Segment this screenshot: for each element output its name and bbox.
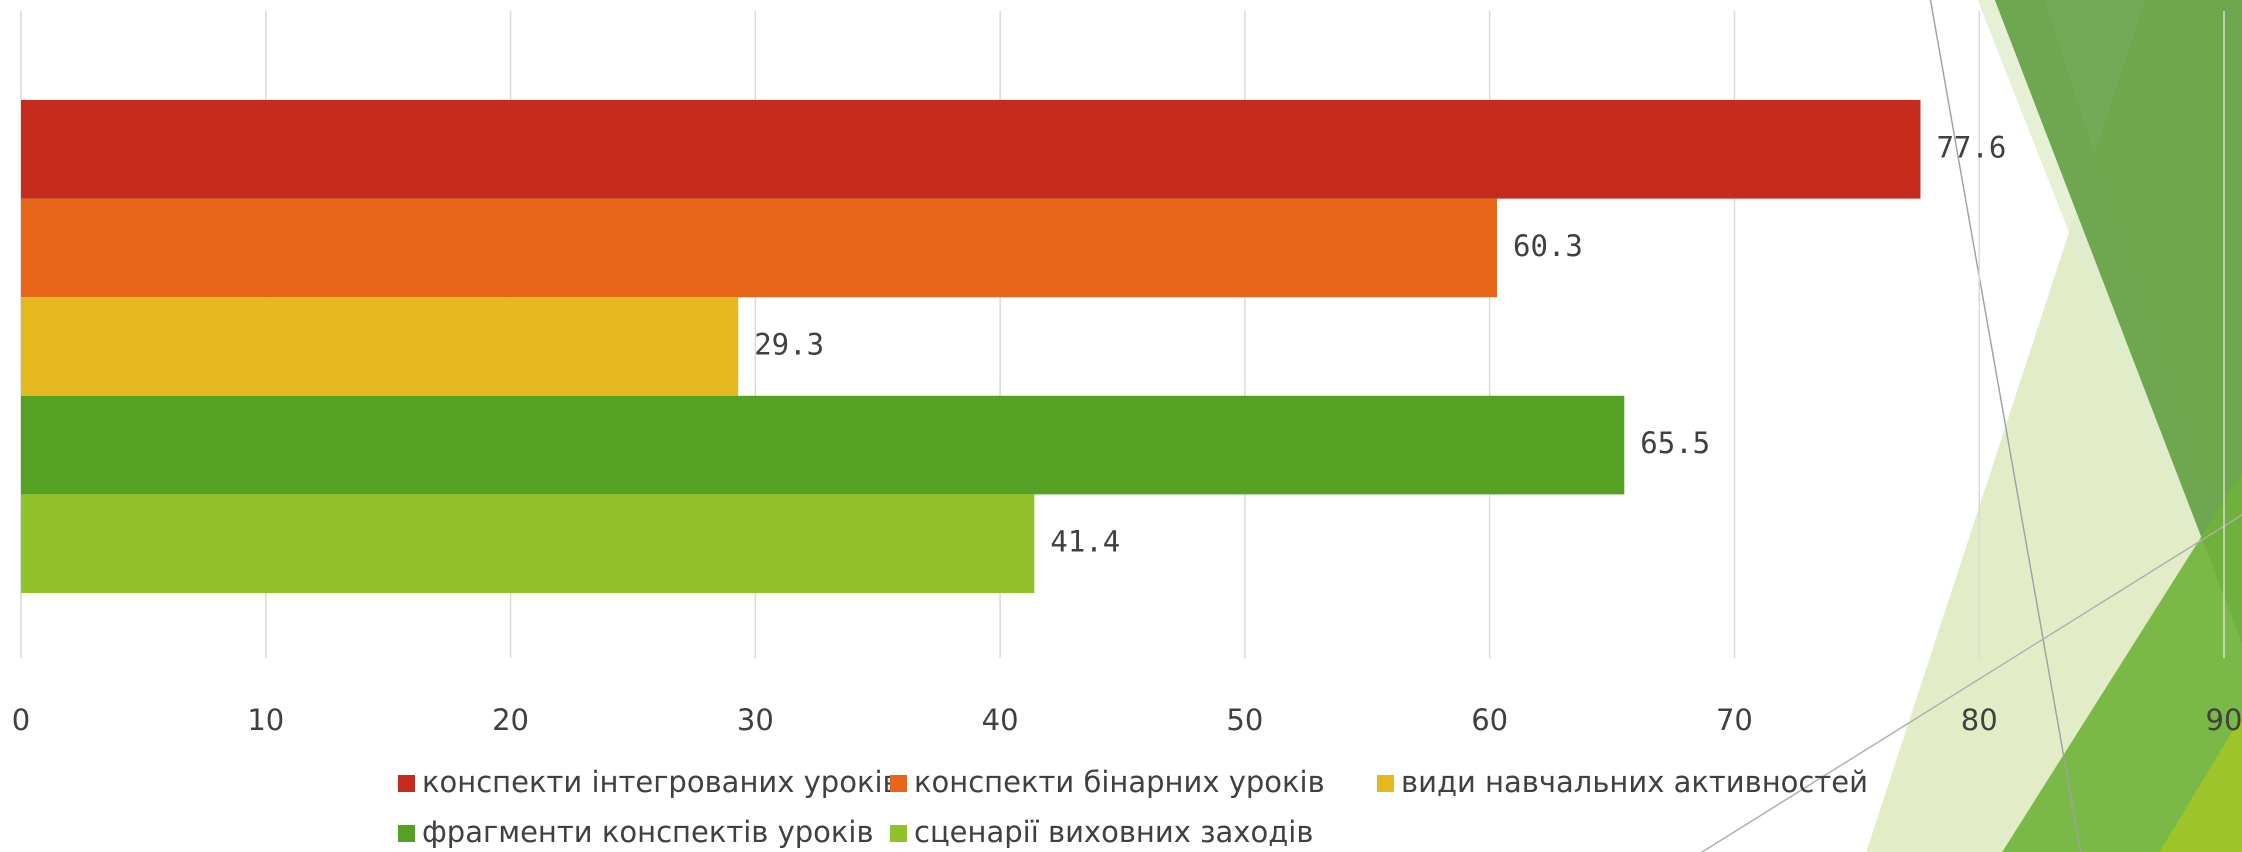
x-tick-label: 0 [12,703,30,737]
x-tick-label: 50 [1226,703,1263,737]
legend-label: фрагменти конспектів уроків [422,815,874,849]
x-tick-label: 80 [1961,703,1998,737]
legend-swatch [398,825,415,842]
value-label: 29.3 [754,328,824,362]
x-tick-label: 70 [1716,703,1753,737]
legend-label: конспекти інтегрованих уроків [422,765,900,799]
bar [21,100,1920,199]
legend-label: види навчальних активностей [1401,765,1868,799]
legend-swatch [398,775,415,792]
value-label: 60.3 [1513,229,1583,263]
legend-label: сценарії виховних заходів [914,815,1313,849]
legend-swatch [890,825,907,842]
legend-swatch [890,775,907,792]
x-tick-label: 90 [2206,703,2242,737]
legend-swatch [1377,775,1394,792]
x-tick-label: 20 [492,703,529,737]
x-tick-label: 60 [1471,703,1508,737]
bar [21,297,738,396]
bar [21,199,1497,298]
x-tick-label: 30 [737,703,774,737]
value-label: 41.4 [1050,525,1120,559]
page: {"chart_data": {"type": "bar", "orientat… [0,0,2242,852]
legend-label: конспекти бінарних уроків [914,765,1325,799]
chart: 0 10 20 30 40 50 60 70 80 90 77.6 конспекти інтегро… [0,0,2242,852]
value-label: 65.5 [1640,426,1710,460]
x-tick-label: 40 [982,703,1019,737]
bar [21,396,1624,495]
x-tick-label: 10 [247,703,284,737]
value-label: 77.6 [1936,130,2006,164]
bar [21,494,1034,593]
